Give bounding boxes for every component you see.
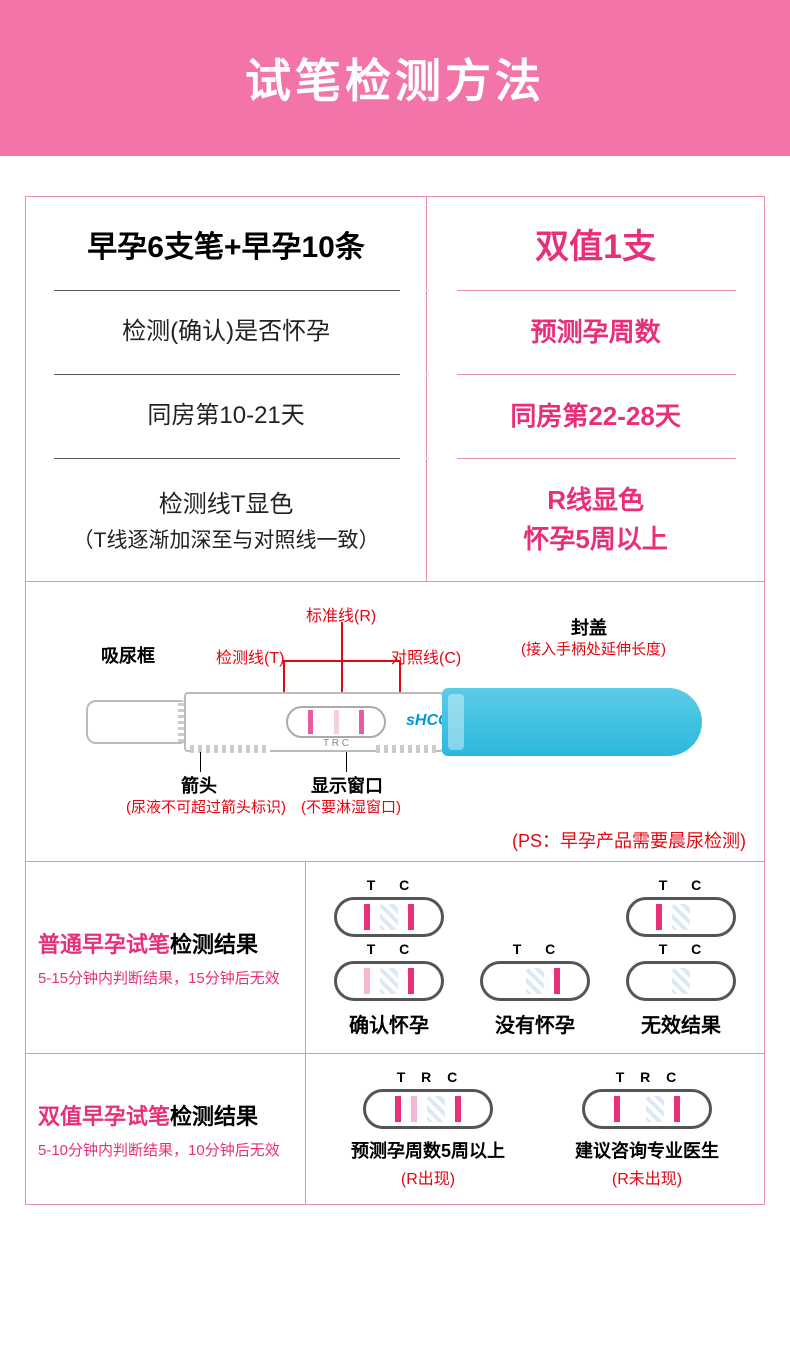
label-t-line: 检测线(T) [216, 644, 284, 668]
label-arrow-sub: (尿液不可超过箭头标识) [126, 796, 286, 817]
label-absorb: 吸尿框 [101, 642, 155, 668]
row1-right: 预测孕周数 [427, 291, 764, 374]
dual-test-results: 双值早孕试笔检测结果 5-10分钟内判断结果，10分钟后无效 T R C 预测孕… [26, 1053, 764, 1204]
header-right: 双值1支 [427, 197, 764, 290]
row3-right: R线显色 怀孕5周以上 [427, 459, 764, 581]
page-title: 试笔检测方法 [0, 0, 790, 156]
label-cap-sub: (接入手柄处延伸长度) [521, 638, 666, 659]
result2-sub: 5-10分钟内判断结果，10分钟后无效 [38, 1139, 293, 1160]
label-cap: 封盖 [571, 614, 607, 640]
label-c-line: 对照线(C) [391, 644, 461, 668]
result1-col3: T C T C 无效结果 [626, 877, 736, 1038]
test-stick-illustration: T R C sHCG [86, 692, 726, 752]
label-window: 显示窗口 [311, 772, 383, 798]
normal-test-results: 普通早孕试笔检测结果 5-15分钟内判断结果，15分钟后无效 T C T C 确… [26, 861, 764, 1053]
label-window-sub: (不要淋湿窗口) [301, 796, 401, 817]
row2-left: 同房第10-21天 [26, 375, 427, 458]
ps-note: (PS：早孕产品需要晨尿检测) [512, 827, 746, 853]
header-left: 早孕6支笔+早孕10条 [26, 197, 427, 290]
label-arrow: 箭头 [181, 772, 217, 798]
result1-title: 普通早孕试笔检测结果 [38, 927, 293, 959]
row2-right: 同房第22-28天 [427, 375, 764, 458]
result2-col1: T R C 预测孕周数5周以上 (R出现) [351, 1069, 505, 1189]
row1-left: 检测(确认)是否怀孕 [26, 291, 427, 374]
test-stick-diagram: 吸尿框 检测线(T) 标准线(R) 对照线(C) 封盖 (接入手柄处延伸长度) … [26, 581, 764, 861]
row3-left: 检测线T显色 （T线逐渐加深至与对照线一致） [26, 459, 427, 581]
result1-col1: T C T C 确认怀孕 [334, 877, 444, 1038]
comparison-table: 早孕6支笔+早孕10条 双值1支 检测(确认)是否怀孕 预测孕周数 同房第10-… [25, 196, 765, 1205]
result1-col2: T C 没有怀孕 [480, 941, 590, 1038]
result1-sub: 5-15分钟内判断结果，15分钟后无效 [38, 967, 293, 988]
result2-title: 双值早孕试笔检测结果 [38, 1099, 293, 1131]
result2-col2: T R C 建议咨询专业医生 (R未出现) [575, 1069, 719, 1189]
